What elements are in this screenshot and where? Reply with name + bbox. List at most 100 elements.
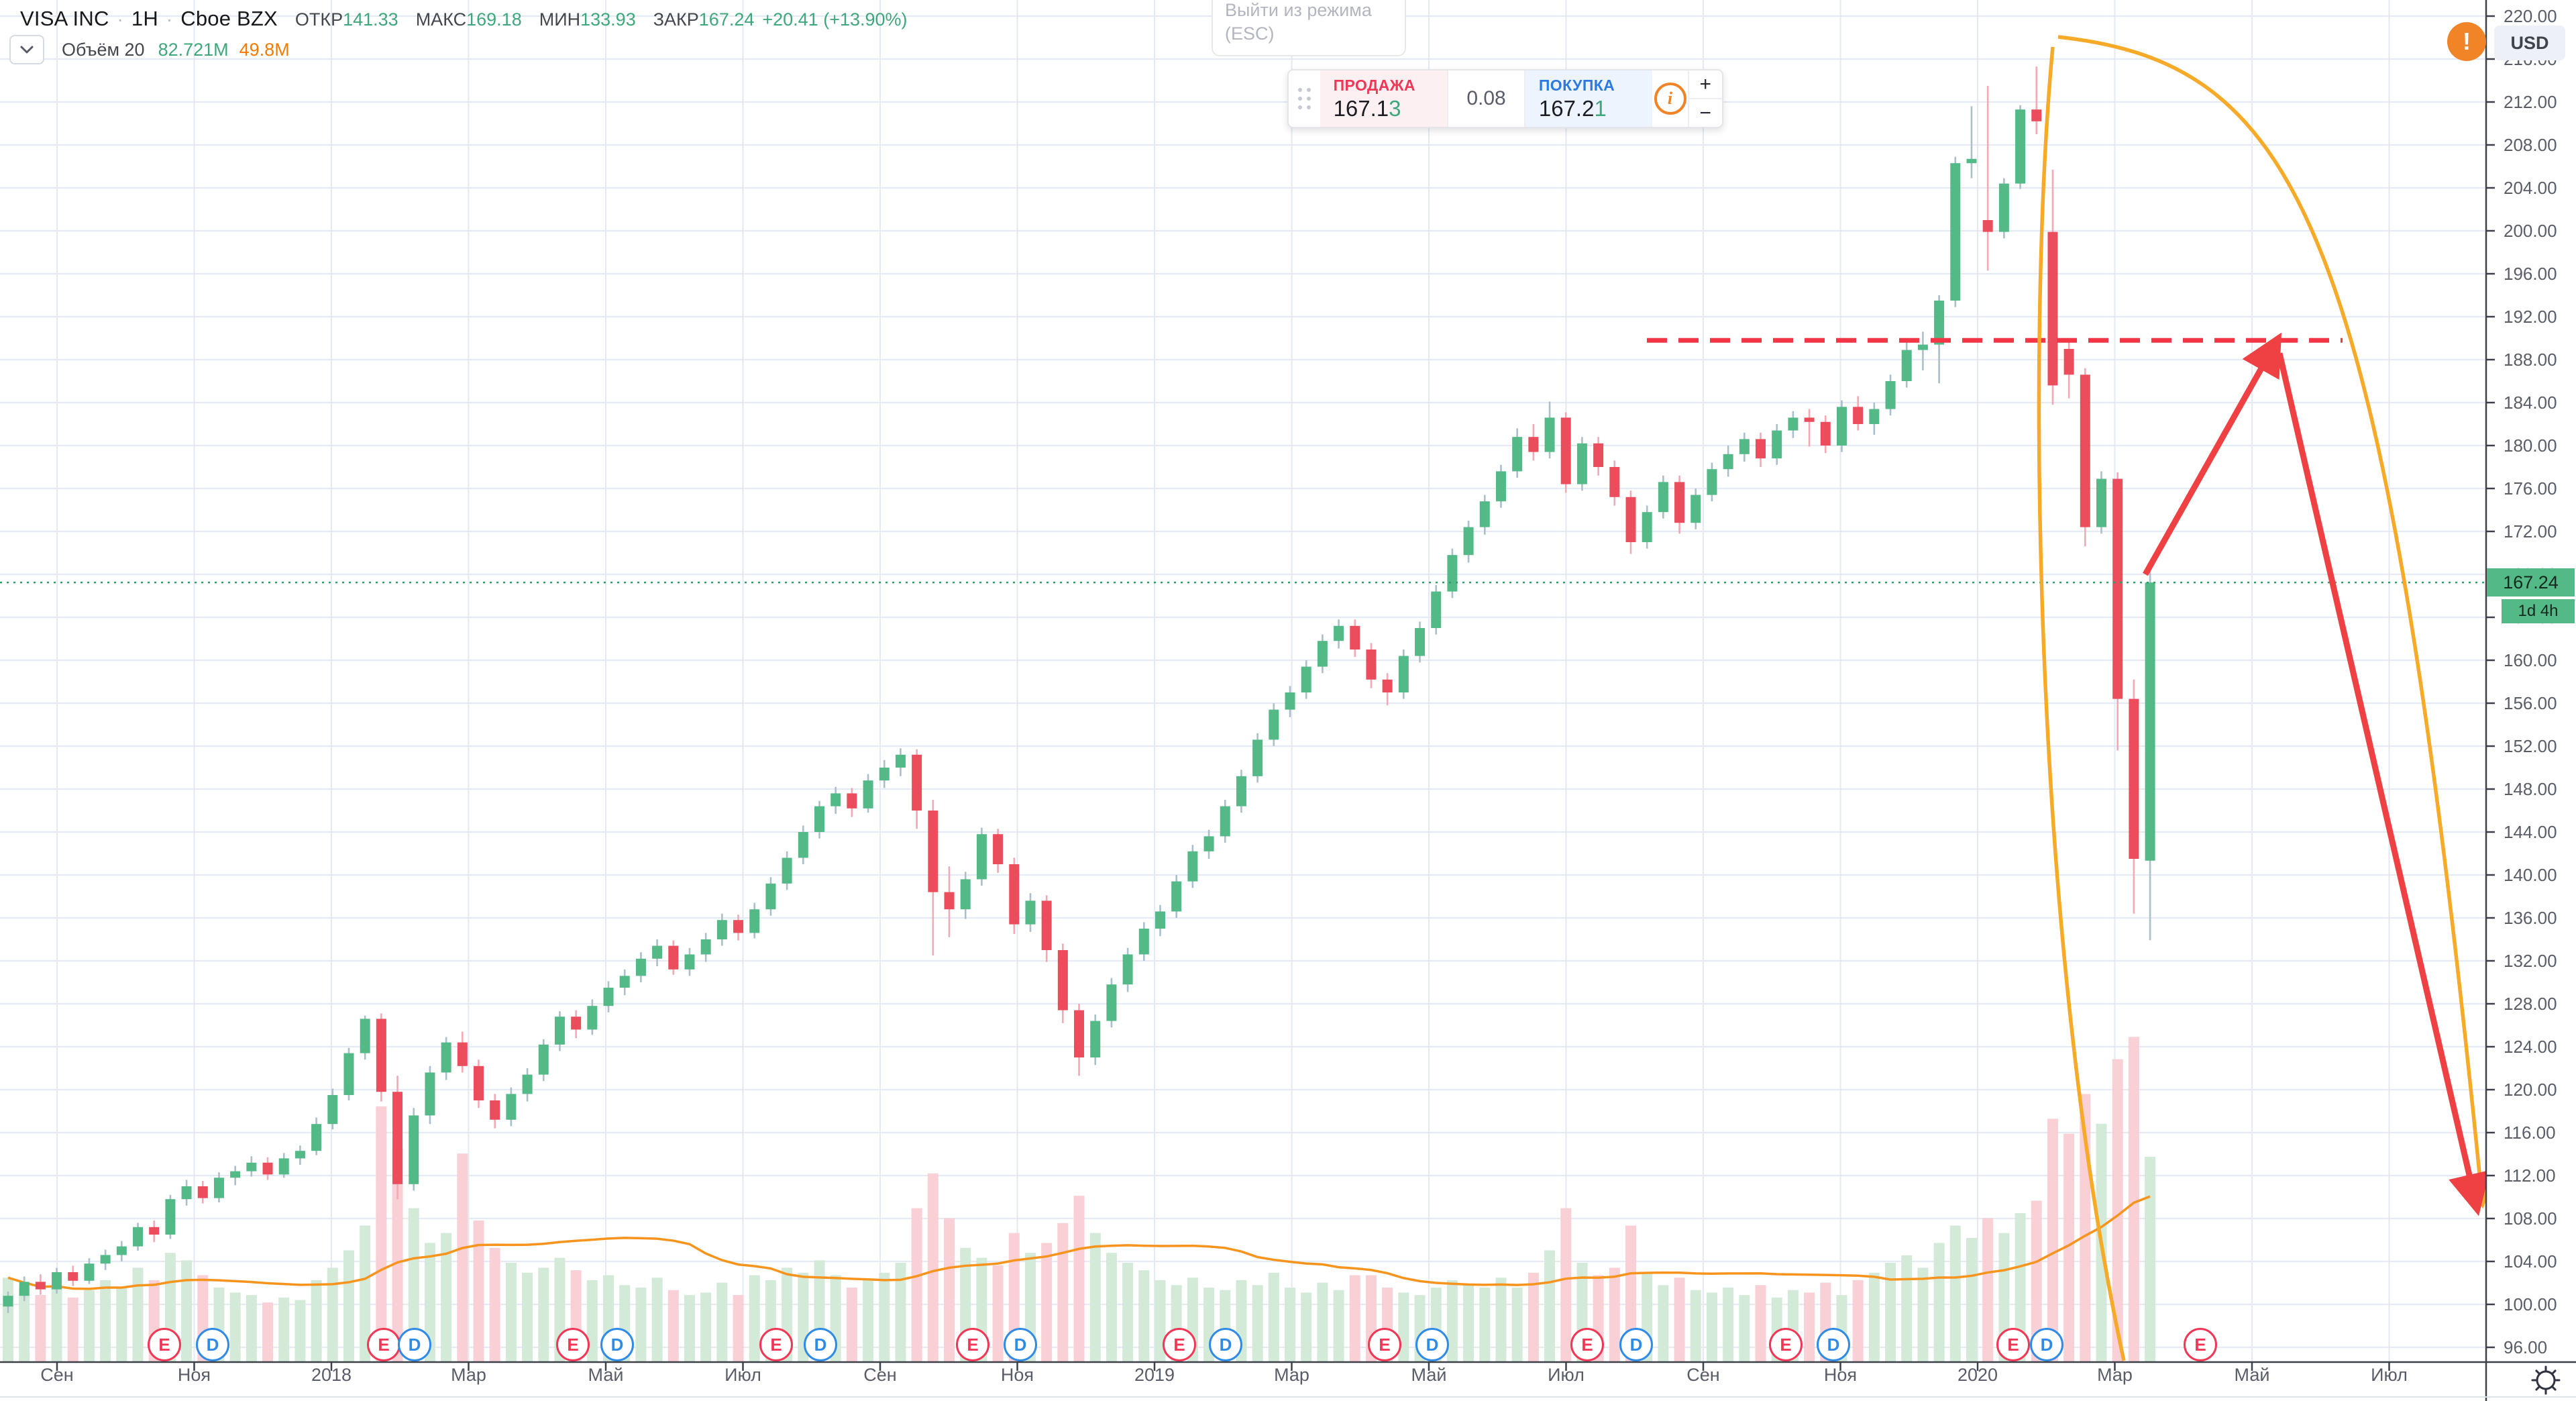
- earnings-marker[interactable]: E: [1996, 1328, 2030, 1361]
- candle: [1901, 350, 1912, 381]
- volume-bar: [538, 1267, 549, 1362]
- decrease-button[interactable]: −: [1688, 98, 1722, 127]
- candle: [1350, 625, 1360, 650]
- volume-bar: [100, 1280, 111, 1362]
- time-tick-label: Ноя: [178, 1365, 211, 1385]
- volume-bar: [1982, 1218, 1994, 1362]
- volume-bar: [19, 1288, 30, 1362]
- candle: [1334, 625, 1344, 641]
- volume-bar: [35, 1295, 46, 1362]
- volume-bar: [229, 1292, 241, 1362]
- collapse-indicator-button[interactable]: [9, 35, 44, 64]
- trend-arrow-up[interactable]: [2143, 332, 2282, 576]
- increase-button[interactable]: +: [1699, 72, 1712, 95]
- dividend-marker[interactable]: D: [600, 1328, 634, 1361]
- candle: [262, 1162, 273, 1175]
- price-axis[interactable]: 220.00216.00212.00208.00204.00200.00196.…: [2485, 0, 2576, 1401]
- volume-bar: [132, 1267, 144, 1362]
- exchange-label: Cboe BZX: [180, 7, 278, 30]
- projection-curve-right[interactable]: [2057, 35, 2493, 1209]
- volume-bar: [846, 1288, 857, 1362]
- earnings-marker[interactable]: E: [759, 1328, 793, 1361]
- trade-panel-drag-handle[interactable]: [1289, 70, 1320, 127]
- close-value: 167.24: [698, 9, 755, 30]
- currency-badge[interactable]: USD: [2494, 25, 2565, 60]
- candle: [2129, 698, 2139, 859]
- candle: [1512, 437, 1523, 472]
- volume-bar: [1739, 1295, 1750, 1362]
- candle: [1122, 954, 1133, 985]
- candle: [1998, 183, 2009, 232]
- candle: [3, 1296, 13, 1307]
- volume-bar: [457, 1153, 468, 1362]
- candle: [1090, 1021, 1101, 1057]
- dividend-marker[interactable]: D: [1415, 1328, 1449, 1361]
- candle: [1203, 836, 1214, 851]
- volume-bar: [1658, 1285, 1669, 1362]
- dividend-marker[interactable]: D: [1619, 1328, 1653, 1361]
- trade-info-button[interactable]: i: [1652, 70, 1687, 127]
- volume-ma-line: [7, 1195, 2151, 1290]
- indicator-ma-value: 49.8M: [239, 39, 290, 60]
- grid: [0, 0, 2485, 1362]
- candle: [976, 834, 987, 880]
- dividend-marker[interactable]: D: [804, 1328, 837, 1361]
- svg-text:E: E: [567, 1335, 578, 1355]
- price-tick-label: 108.00: [2504, 1208, 2557, 1229]
- candle: [1009, 864, 1020, 925]
- timezone-settings-button[interactable]: [2517, 1363, 2575, 1397]
- dividend-marker[interactable]: D: [398, 1328, 431, 1361]
- earnings-marker[interactable]: E: [2184, 1328, 2217, 1361]
- candle: [1966, 158, 1977, 164]
- dividend-marker[interactable]: D: [196, 1328, 229, 1361]
- candle: [1820, 421, 1831, 446]
- volume-bar: [1949, 1225, 1961, 1362]
- earnings-marker[interactable]: E: [556, 1328, 590, 1361]
- dividend-marker[interactable]: D: [1209, 1328, 1242, 1361]
- volume-bar: [895, 1263, 906, 1362]
- earnings-marker[interactable]: E: [148, 1328, 181, 1361]
- candle: [311, 1124, 322, 1151]
- earnings-marker[interactable]: E: [1570, 1328, 1604, 1361]
- open-label: ОТКР: [294, 9, 343, 30]
- volume-bar: [2145, 1157, 2156, 1362]
- price-tick-label: 204.00: [2504, 178, 2557, 198]
- drag-dots-icon: [1297, 88, 1311, 109]
- dividend-marker[interactable]: D: [2030, 1328, 2063, 1361]
- dividend-marker[interactable]: D: [1004, 1328, 1037, 1361]
- candle: [294, 1151, 305, 1159]
- time-tick-label: Май: [588, 1365, 624, 1385]
- volume-bar: [376, 1106, 387, 1362]
- volume-bar: [1106, 1253, 1117, 1362]
- volume-bar: [2112, 1059, 2123, 1362]
- candle: [2112, 478, 2123, 699]
- earnings-marker[interactable]: E: [1163, 1328, 1196, 1361]
- trend-arrow-down[interactable]: [2276, 352, 2490, 1216]
- volume-bar: [1511, 1288, 1523, 1362]
- earnings-marker[interactable]: E: [1368, 1328, 1401, 1361]
- indicator-name[interactable]: Объём 20: [62, 39, 145, 60]
- candle: [1106, 984, 1117, 1021]
- buy-button[interactable]: ПОКУПКА 167.21: [1525, 70, 1653, 127]
- volume-bar: [1544, 1250, 1556, 1362]
- sell-button[interactable]: ПРОДАЖА 167.13: [1320, 70, 1448, 127]
- candle: [1269, 709, 1279, 740]
- symbol-legend[interactable]: VISA INC · 1H · Cboe BZX ОТКР141.33 МАКС…: [20, 7, 908, 31]
- alert-icon[interactable]: !: [2447, 22, 2486, 61]
- earnings-marker[interactable]: E: [956, 1328, 989, 1361]
- candle: [165, 1199, 176, 1235]
- candle: [1138, 929, 1149, 955]
- volume-bar: [1560, 1208, 1572, 1362]
- dividend-marker[interactable]: D: [1817, 1328, 1850, 1361]
- time-axis[interactable]: Сен Ноя 2018 Мар Май Июл Сен Ноя 2019 Мар Май Июл Се…: [0, 1361, 2576, 1401]
- earnings-marker[interactable]: E: [367, 1328, 400, 1361]
- projection-curve-left[interactable]: [2037, 46, 2126, 1361]
- candle: [1723, 454, 1733, 470]
- earnings-marker[interactable]: E: [1769, 1328, 1803, 1361]
- candle: [782, 858, 792, 884]
- price-tick-label: 128.00: [2504, 994, 2557, 1014]
- volume-bar: [1852, 1280, 1864, 1362]
- candle: [1431, 591, 1442, 628]
- chevron-down-icon: [20, 46, 34, 54]
